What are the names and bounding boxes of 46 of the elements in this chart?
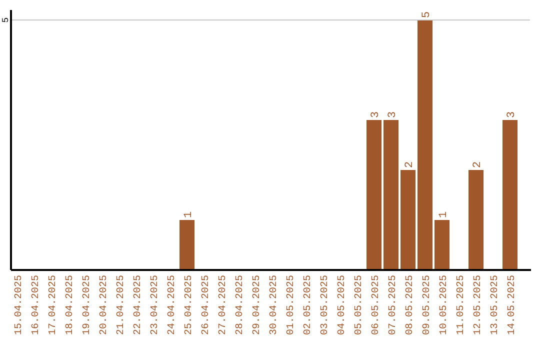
x-tick-label: 24.04.2025	[167, 275, 178, 336]
x-tick-label: 11.05.2025	[456, 275, 467, 336]
x-tick-label: 12.05.2025	[473, 275, 484, 336]
x-tick-label: 16.04.2025	[31, 275, 42, 336]
x-tick-label: 10.05.2025	[439, 275, 450, 336]
data-label: 2	[404, 161, 416, 168]
x-tick-label: 25.04.2025	[184, 275, 195, 336]
bar	[366, 120, 382, 270]
x-tick-label: 03.05.2025	[320, 275, 331, 336]
data-label: 1	[183, 211, 195, 218]
x-tick-label: 01.05.2025	[286, 275, 297, 336]
x-tick-label: 09.05.2025	[422, 275, 433, 336]
bar	[468, 170, 484, 270]
x-tick-label: 17.04.2025	[48, 275, 59, 336]
x-tick-label: 20.04.2025	[99, 275, 110, 336]
x-tick-label: 15.04.2025	[14, 275, 25, 336]
bar	[400, 170, 416, 270]
x-tick-label: 22.04.2025	[133, 275, 144, 336]
x-tick-label: 13.05.2025	[490, 275, 501, 336]
x-tick-label: 27.04.2025	[218, 275, 229, 336]
x-tick-label: 07.05.2025	[388, 275, 399, 336]
data-label: 2	[472, 161, 484, 168]
data-label: 3	[387, 111, 399, 118]
x-tick-label: 28.04.2025	[235, 275, 246, 336]
x-tick-label: 26.04.2025	[201, 275, 212, 336]
x-tick-label: 06.05.2025	[371, 275, 382, 336]
x-tick-label: 08.05.2025	[405, 275, 416, 336]
x-tick-label: 05.05.2025	[354, 275, 365, 336]
x-tick-label: 18.04.2025	[65, 275, 76, 336]
x-tick-label: 23.04.2025	[150, 275, 161, 336]
x-tick-label: 30.04.2025	[269, 275, 280, 336]
bar	[434, 220, 450, 270]
x-tick-label: 21.04.2025	[116, 275, 127, 336]
bar	[502, 120, 518, 270]
x-tick-label: 04.05.2025	[337, 275, 348, 336]
bar	[418, 20, 432, 270]
x-tick-label: 19.04.2025	[82, 275, 93, 336]
data-label: 3	[506, 111, 518, 118]
x-tick-label: 29.04.2025	[252, 275, 263, 336]
bar	[180, 220, 194, 270]
data-label: 5	[421, 11, 433, 18]
data-label: 1	[438, 211, 450, 218]
x-tick-label: 14.05.2025	[507, 275, 518, 336]
x-tick-label: 02.05.2025	[303, 275, 314, 336]
data-label: 3	[370, 111, 382, 118]
bar	[384, 120, 398, 270]
